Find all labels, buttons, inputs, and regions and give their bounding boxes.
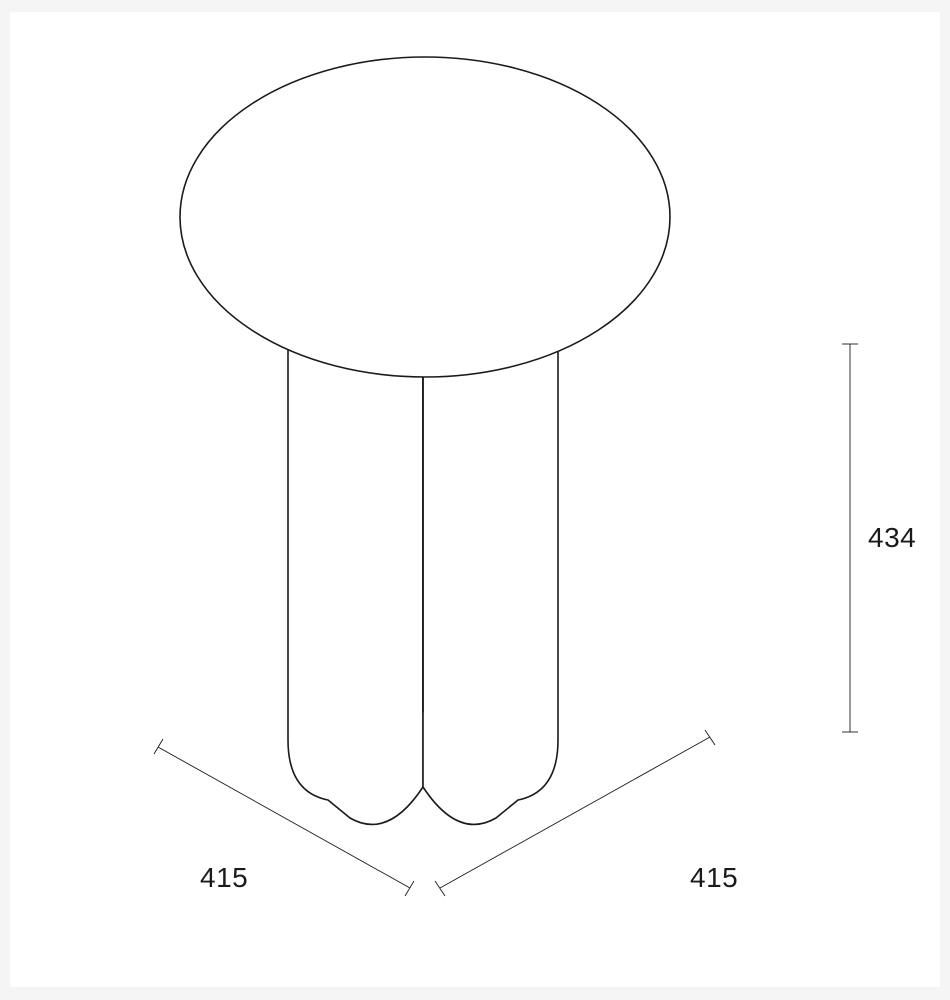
- drawing-canvas: 434 415 415: [10, 12, 940, 987]
- dim-label-width-left: 415: [200, 862, 248, 894]
- dim-label-width-right: 415: [690, 862, 738, 894]
- dim-label-height: 434: [868, 522, 916, 554]
- technical-drawing-svg: [10, 12, 940, 987]
